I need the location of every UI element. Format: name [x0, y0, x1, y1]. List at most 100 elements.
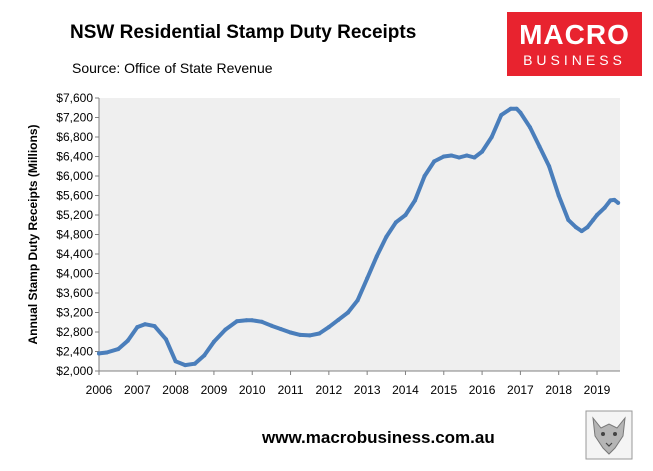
x-axis-ticks: 2006 2007 2008 2009 2010 2011 2012 2013 2014 2015… — [86, 370, 620, 397]
x-tick-label: 2011 — [278, 383, 304, 397]
data-point — [602, 205, 607, 210]
data-point — [152, 324, 157, 329]
data-point — [449, 153, 454, 158]
data-point — [489, 135, 494, 139]
data-point — [472, 155, 477, 160]
data-point — [365, 276, 370, 281]
macrobusiness-logo: MACRO BUSINESS — [507, 12, 642, 76]
y-tick-label: $7,600 — [56, 91, 93, 105]
data-point — [591, 217, 596, 222]
data-point — [288, 330, 293, 335]
y-tick-label: $5,200 — [56, 208, 93, 222]
footer-url[interactable]: www.macrobusiness.com.au — [262, 428, 495, 447]
chart-title: NSW Residential Stamp Duty Receipts — [70, 22, 417, 43]
data-point — [612, 197, 617, 202]
y-tick-label: $4,000 — [56, 267, 93, 281]
y-axis-label: Annual Stamp Duty Receipts (Millions) — [26, 124, 40, 344]
x-tick-label: 2019 — [584, 383, 611, 397]
x-tick-label: 2017 — [507, 383, 534, 397]
x-tick-label: 2010 — [239, 383, 266, 397]
data-point — [480, 149, 485, 154]
x-tick-label: 2007 — [124, 383, 151, 397]
y-tick-label: $4,800 — [56, 228, 93, 242]
data-point — [403, 213, 408, 217]
data-point — [173, 359, 178, 364]
data-point — [202, 353, 207, 358]
data-point — [518, 110, 523, 115]
y-tick-label: $4,400 — [56, 247, 93, 261]
data-point — [499, 113, 504, 118]
logo-line-macro: MACRO — [519, 19, 630, 50]
data-point — [464, 153, 469, 158]
data-point — [116, 347, 121, 352]
y-axis-ticks: $2,000 $2,400 $2,800 $3,200 $3,600 $4,000 $4,4… — [56, 91, 100, 378]
data-point — [514, 106, 519, 111]
data-point — [97, 351, 101, 356]
x-tick-label: 2016 — [469, 383, 496, 397]
data-point — [135, 325, 140, 330]
data-point — [616, 200, 621, 205]
data-point — [355, 298, 360, 303]
x-tick-label: 2006 — [86, 383, 113, 397]
data-point — [234, 319, 239, 324]
data-point — [537, 144, 542, 149]
data-point — [259, 319, 264, 324]
data-point — [527, 125, 532, 130]
data-point — [244, 318, 249, 323]
data-point — [441, 154, 446, 159]
wolf-emblem-icon — [585, 410, 633, 460]
chart-subtitle: Source: Office of State Revenue — [72, 60, 273, 76]
data-point — [608, 198, 613, 203]
data-point — [250, 318, 255, 323]
data-point — [307, 333, 312, 338]
data-point — [223, 327, 228, 332]
data-point — [164, 337, 169, 342]
data-point — [211, 339, 216, 344]
data-point — [595, 213, 600, 217]
data-point — [508, 106, 513, 111]
data-point — [384, 234, 389, 239]
y-tick-label: $3,600 — [56, 286, 93, 300]
x-tick-label: 2008 — [162, 383, 189, 397]
x-tick-label: 2009 — [201, 383, 228, 397]
x-tick-label: 2013 — [354, 383, 381, 397]
plot-area — [99, 98, 620, 371]
data-point — [326, 325, 331, 330]
data-point — [393, 220, 398, 225]
data-point — [183, 363, 188, 368]
y-tick-label: $2,000 — [56, 364, 93, 378]
x-tick-label: 2012 — [316, 383, 343, 397]
data-point — [585, 225, 590, 230]
data-point — [547, 164, 552, 169]
y-tick-label: $2,800 — [56, 325, 93, 339]
y-tick-label: $6,800 — [56, 130, 93, 144]
y-tick-label: $5,600 — [56, 189, 93, 203]
data-point — [346, 310, 351, 315]
data-point — [125, 338, 130, 343]
data-point — [457, 155, 462, 160]
data-point — [413, 198, 418, 203]
data-point — [336, 317, 341, 322]
data-point — [298, 332, 303, 337]
data-point — [573, 225, 578, 230]
data-point — [566, 217, 571, 222]
data-point — [556, 193, 561, 198]
data-point — [579, 229, 584, 234]
y-tick-label: $6,000 — [56, 169, 93, 183]
x-tick-label: 2015 — [430, 383, 457, 397]
data-point — [374, 254, 379, 259]
data-point — [192, 361, 197, 366]
data-point — [142, 322, 147, 327]
y-tick-label: $2,400 — [56, 345, 93, 359]
x-tick-label: 2014 — [392, 383, 419, 397]
x-tick-label: 2018 — [545, 383, 572, 397]
series-points — [97, 106, 621, 368]
y-tick-label: $7,200 — [56, 111, 93, 125]
data-point — [432, 159, 437, 164]
data-point — [422, 174, 427, 178]
logo-line-business: BUSINESS — [523, 52, 626, 68]
y-tick-label: $3,200 — [56, 306, 93, 320]
data-point — [317, 331, 322, 336]
data-point — [278, 327, 283, 332]
